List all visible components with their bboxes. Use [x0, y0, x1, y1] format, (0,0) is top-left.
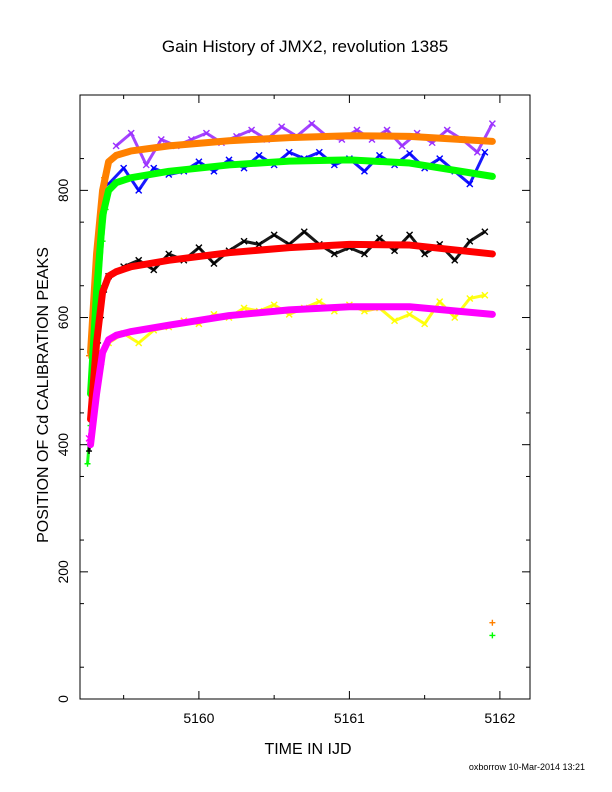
- data-point: [255, 240, 263, 248]
- data-point: [451, 256, 459, 264]
- fit-curve: [87, 132, 496, 356]
- data-point: [255, 151, 263, 159]
- data-point: [278, 123, 286, 131]
- data-point: [135, 339, 143, 347]
- data-point: [451, 314, 459, 322]
- y-axis-title: POSITION OF Cd CALIBRATION PEAKS: [35, 247, 52, 543]
- data-point: [436, 155, 444, 163]
- data-point: [391, 317, 399, 325]
- data-point: [308, 120, 316, 128]
- data-point: [466, 180, 474, 188]
- data-point: [360, 250, 368, 258]
- data-point: [376, 151, 383, 159]
- y-tick-label: 600: [55, 306, 71, 330]
- data-point: [195, 158, 203, 166]
- data-point: [315, 148, 323, 156]
- data-point: [466, 294, 474, 302]
- data-point: [360, 167, 368, 175]
- data-point: [142, 161, 150, 169]
- data-point: [165, 250, 173, 258]
- data-point: [86, 448, 93, 455]
- data-point: [248, 126, 256, 134]
- fit-curve: [87, 240, 496, 423]
- y-tick-label: 200: [55, 560, 71, 584]
- y-tick-label: 800: [55, 178, 71, 202]
- data-point: [489, 619, 496, 626]
- data-point: [398, 142, 406, 150]
- data-point: [391, 247, 399, 255]
- chart-title: Gain History of JMX2, revolution 1385: [162, 37, 448, 56]
- y-tick-label: 400: [55, 433, 71, 457]
- data-series-line: [107, 293, 486, 345]
- data-point: [120, 164, 128, 172]
- footer-credit: oxborrow 10-Mar-2014 13:21: [469, 762, 585, 772]
- data-point: [421, 250, 429, 258]
- data-point: [488, 120, 496, 128]
- data-point: [466, 237, 474, 245]
- data-point: [240, 237, 248, 245]
- data-point: [127, 129, 135, 137]
- data-point: [135, 186, 143, 194]
- data-point: [210, 259, 218, 267]
- data-point: [481, 291, 489, 299]
- x-tick-label: 5161: [334, 710, 365, 726]
- data-point: [421, 320, 429, 328]
- data-point: [112, 142, 120, 150]
- data-point: [157, 136, 165, 143]
- fit-curve: [87, 303, 496, 449]
- data-point: [481, 228, 489, 236]
- data-point: [202, 129, 210, 137]
- data-series-line: [107, 230, 486, 278]
- data-point: [150, 266, 158, 274]
- plot-frame: [79, 94, 531, 700]
- data-point: [330, 250, 338, 258]
- data-point: [240, 304, 248, 312]
- data-point: [353, 126, 361, 134]
- y-tick-label: 0: [55, 695, 71, 703]
- data-point: [406, 231, 414, 239]
- data-point: [270, 301, 278, 309]
- plot-area: 0 200 400 600 800 5160 5161 5162: [55, 94, 531, 726]
- data-point: [195, 244, 203, 252]
- data-point: [383, 126, 391, 134]
- data-point: [436, 298, 444, 306]
- data-point: [406, 310, 414, 318]
- data-point: [406, 149, 414, 157]
- data-point: [489, 632, 496, 639]
- data-point: [285, 148, 293, 156]
- data-point: [300, 228, 308, 236]
- fit-curve: [87, 156, 496, 398]
- x-tick-label: 5162: [484, 710, 515, 726]
- data-point: [443, 126, 451, 134]
- data-point: [376, 234, 383, 242]
- x-tick-label: 5160: [183, 710, 214, 726]
- data-point: [270, 231, 278, 239]
- data-point: [84, 460, 91, 467]
- data-point: [481, 148, 489, 156]
- x-axis-title: TIME IN IJD: [264, 741, 351, 758]
- data-point: [315, 298, 323, 306]
- data-point: [473, 148, 481, 156]
